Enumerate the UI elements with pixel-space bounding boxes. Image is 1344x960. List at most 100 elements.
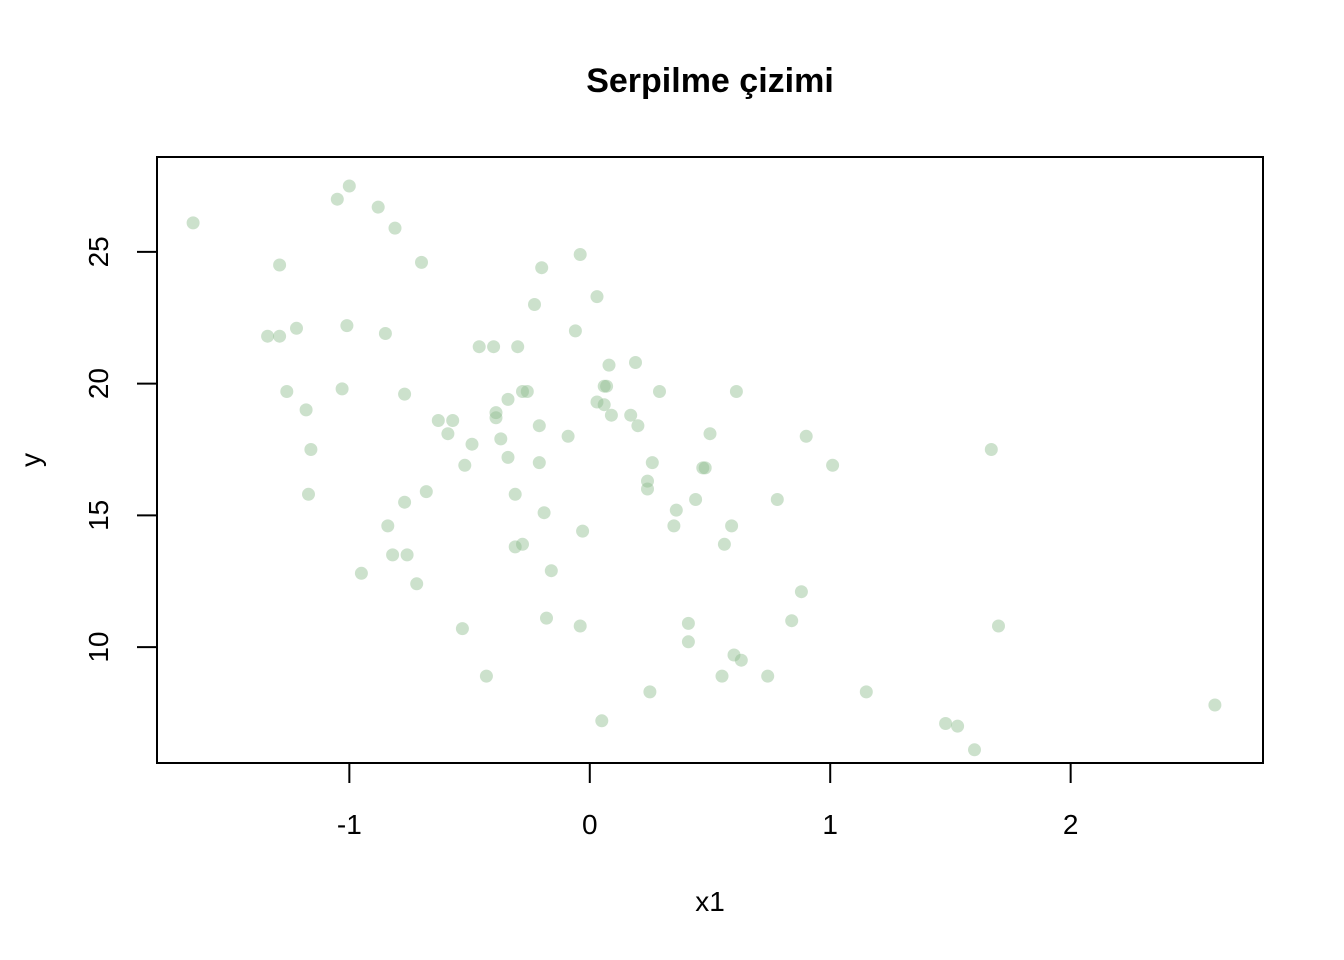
x-tick-label: 1 — [822, 809, 838, 840]
data-point — [419, 485, 433, 499]
data-point — [696, 461, 710, 475]
y-tick-label: 10 — [83, 631, 114, 662]
x-axis-ticks: -1 0 1 2 — [337, 763, 1079, 840]
data-point — [968, 743, 981, 757]
data-point — [645, 456, 659, 470]
x-axis-label: x1 — [695, 886, 725, 917]
x-tick-label: 0 — [582, 809, 598, 840]
data-point — [544, 564, 558, 578]
data-point — [537, 506, 551, 520]
data-point — [939, 717, 953, 730]
data-point — [388, 221, 402, 235]
data-point — [532, 419, 546, 433]
data-point — [455, 622, 469, 636]
data-point — [595, 714, 609, 728]
data-point — [729, 385, 743, 398]
data-point — [1208, 698, 1222, 712]
data-point — [516, 537, 529, 551]
data-point — [446, 414, 460, 427]
data-point — [573, 248, 587, 261]
data-point — [299, 403, 313, 417]
data-point — [631, 419, 645, 433]
data-point — [508, 540, 522, 554]
data-point — [330, 192, 344, 206]
data-point — [561, 429, 575, 443]
data-point — [681, 635, 695, 649]
data-point — [641, 474, 654, 488]
data-point — [494, 432, 508, 446]
data-point — [528, 298, 541, 311]
data-point — [725, 519, 739, 533]
data-point — [600, 379, 614, 393]
data-point — [604, 408, 618, 422]
data-point — [602, 358, 616, 372]
data-point — [597, 398, 611, 412]
data-point — [273, 329, 287, 343]
data-point — [568, 324, 582, 338]
data-point — [398, 495, 412, 509]
data-point — [576, 524, 590, 538]
data-point — [516, 385, 529, 398]
data-point — [381, 519, 395, 533]
data-point — [479, 669, 493, 683]
data-point — [280, 385, 294, 398]
data-point — [715, 669, 729, 683]
data-point — [186, 216, 200, 230]
data-point — [532, 456, 546, 470]
data-point — [689, 493, 703, 506]
data-point — [472, 340, 486, 354]
y-tick-label: 25 — [83, 236, 114, 267]
data-point — [354, 566, 368, 580]
data-point — [727, 648, 741, 662]
data-point — [304, 443, 318, 456]
data-point — [520, 385, 534, 398]
data-point — [799, 429, 813, 443]
data-point — [400, 548, 414, 562]
data-point — [984, 443, 998, 456]
data-point — [371, 200, 385, 214]
data-point — [378, 327, 392, 340]
data-point — [431, 414, 445, 427]
x-tick-label: -1 — [337, 809, 362, 840]
data-point — [501, 450, 515, 464]
data-point — [859, 685, 873, 699]
data-point — [290, 321, 303, 335]
data-point — [643, 685, 657, 699]
data-point — [410, 577, 424, 591]
data-point — [590, 395, 604, 409]
data-point — [667, 519, 681, 533]
data-point — [273, 258, 287, 272]
data-point — [698, 461, 712, 475]
data-point — [590, 290, 604, 304]
data-point — [770, 493, 784, 506]
data-point — [508, 487, 522, 501]
points-layer — [186, 179, 1222, 757]
y-tick-label: 20 — [83, 368, 114, 399]
data-point — [703, 427, 717, 441]
data-point — [761, 669, 775, 683]
data-point — [992, 619, 1005, 633]
data-point — [489, 411, 503, 425]
chart-title: Serpilme çizimi — [586, 62, 834, 100]
data-point — [465, 437, 479, 451]
data-point — [386, 548, 400, 562]
data-point — [535, 261, 549, 275]
plot-frame — [156, 156, 1264, 764]
data-point — [681, 616, 695, 630]
data-point — [641, 482, 654, 496]
data-point — [785, 614, 799, 628]
y-axis-ticks: 10 15 20 25 — [83, 236, 157, 663]
data-point — [441, 427, 455, 441]
data-point — [415, 255, 428, 269]
data-point — [734, 653, 748, 667]
data-point — [261, 329, 275, 343]
data-point — [794, 585, 808, 599]
data-point — [487, 340, 501, 354]
data-point — [653, 385, 666, 398]
data-point — [302, 487, 315, 501]
data-point — [398, 387, 412, 401]
data-point — [629, 356, 642, 369]
x-tick-label: 2 — [1063, 809, 1079, 840]
data-point — [717, 537, 731, 551]
